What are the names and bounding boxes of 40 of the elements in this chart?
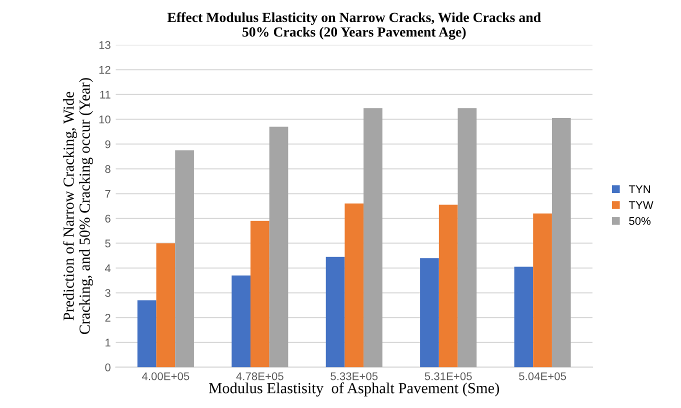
y-tick-label: 3 <box>105 289 110 297</box>
y-tick-label: 13 <box>99 41 110 50</box>
bar <box>533 213 552 368</box>
bar <box>514 266 534 368</box>
x-tick-label: 4.78E+05 <box>236 372 284 380</box>
x-tick-label: 4.00E+05 <box>142 372 190 380</box>
y-tick-label: 5 <box>105 240 110 248</box>
x-tick-label: 5.31E+05 <box>424 372 472 380</box>
y-tick-label: 0 <box>105 363 110 372</box>
bar <box>364 108 382 368</box>
y-tick-label: 1 <box>106 338 110 346</box>
bar <box>326 256 345 368</box>
bar <box>156 243 176 368</box>
y-tick-label: 4 <box>104 264 111 272</box>
y-tick-label: 9 <box>105 140 110 148</box>
bar <box>344 204 364 368</box>
bar <box>232 275 250 368</box>
y-tick-label: 2 <box>105 314 110 322</box>
bar <box>438 204 458 368</box>
y-tick-label: 10 <box>99 116 110 124</box>
x-tick-label: 5.04E+05 <box>519 372 566 380</box>
y-tick-label: 12 <box>99 66 110 74</box>
bar <box>552 118 571 368</box>
bar <box>250 220 270 368</box>
chart-title: Effect Modulus Elasticity on Narrow Cracks, Wide Cracks and 50% Cracks (20 Years Pavement Age) <box>167 12 541 40</box>
x-axis-title: Modulus Elastisity of Asphalt Pavement (Sme) <box>209 382 499 396</box>
bar <box>175 150 194 368</box>
legend-label: TYN <box>628 185 650 193</box>
legend-label: TYW <box>628 201 654 209</box>
bar <box>137 300 156 368</box>
y-tick-label: 8 <box>105 165 110 173</box>
y-tick-label: 7 <box>105 190 110 198</box>
y-tick-label: 6 <box>105 214 110 223</box>
legend-label: 50% <box>629 217 651 225</box>
bar <box>458 108 477 368</box>
bar <box>420 258 439 368</box>
y-tick-label: 11 <box>100 90 110 98</box>
x-tick-label: 5.33E+05 <box>330 372 378 380</box>
bar <box>269 126 288 368</box>
y-axis-title: Prediction of Narrow Cracking, Wide Cracking, and 50% Cracking occur (Year) <box>62 78 93 334</box>
